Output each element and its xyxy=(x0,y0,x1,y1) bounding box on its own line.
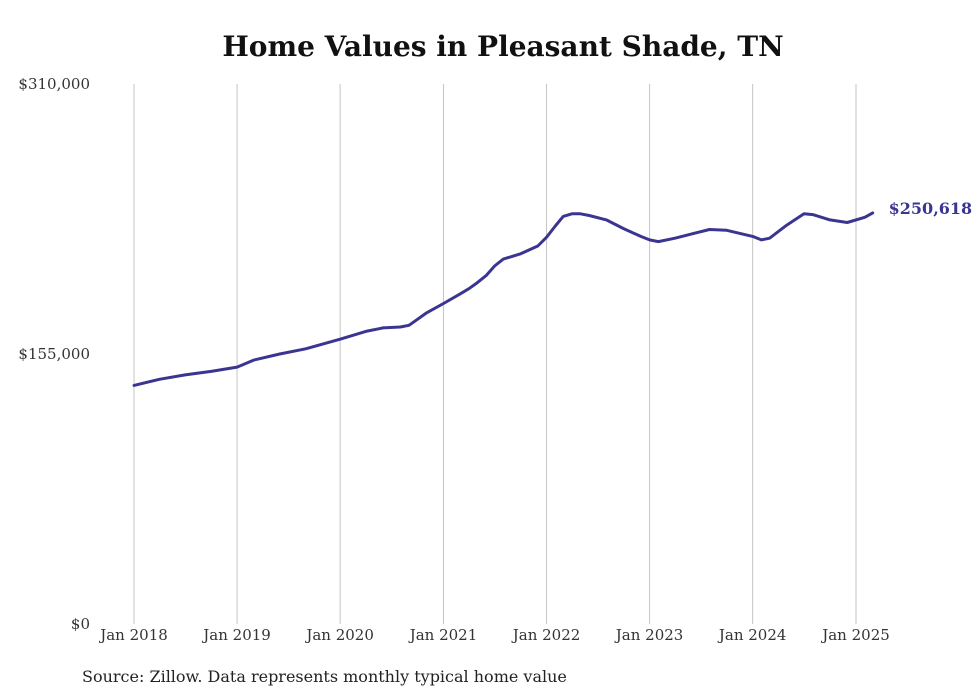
x-axis-tick-labels: Jan 2018 Jan 2019 Jan 2020 Jan 2021 Jan 2022… xyxy=(98,626,890,644)
end-value-label: $250,618 xyxy=(889,199,973,218)
y-tick-label: $310,000 xyxy=(18,75,90,93)
x-tick-label: Jan 2018 xyxy=(98,626,168,644)
x-tick-label: Jan 2019 xyxy=(201,626,271,644)
y-tick-label: $155,000 xyxy=(18,345,90,363)
x-tick-label: Jan 2023 xyxy=(614,626,684,644)
vertical-gridlines xyxy=(133,84,857,624)
y-axis-tick-labels: $0 $155,000 $310,000 xyxy=(18,75,90,633)
source-note: Source: Zillow. Data represents monthly … xyxy=(82,667,567,686)
x-tick-label: Jan 2020 xyxy=(304,626,374,644)
x-tick-label: Jan 2022 xyxy=(511,626,581,644)
y-tick-label: $0 xyxy=(71,615,90,633)
x-tick-label: Jan 2021 xyxy=(408,626,478,644)
x-tick-label: Jan 2025 xyxy=(820,626,890,644)
series-line xyxy=(132,211,875,387)
chart-title: Home Values in Pleasant Shade, TN xyxy=(222,30,784,63)
x-tick-label: Jan 2024 xyxy=(717,626,787,644)
